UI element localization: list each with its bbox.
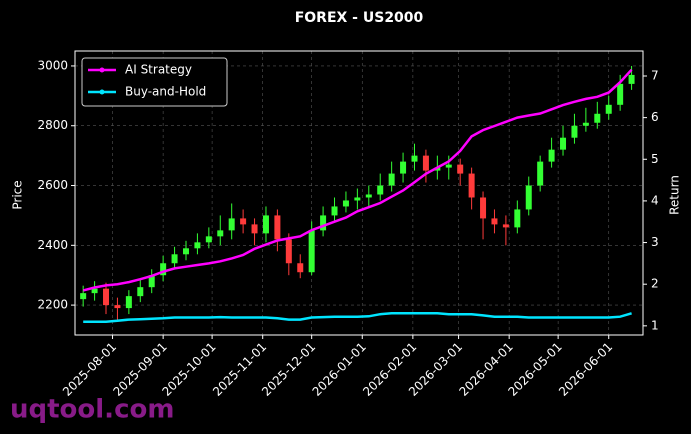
- y2-tick-label: 6: [651, 110, 659, 124]
- candle-body: [514, 209, 521, 228]
- legend-label: AI Strategy: [125, 63, 192, 77]
- chart-title: FOREX - US2000: [295, 10, 424, 26]
- legend-marker: [99, 89, 105, 95]
- candle-body: [217, 230, 224, 237]
- candle-body: [171, 254, 178, 264]
- candle-body: [605, 104, 612, 114]
- legend-marker: [99, 67, 105, 73]
- candle-body: [548, 149, 555, 162]
- candle-body: [594, 113, 601, 123]
- y-tick-label: 2800: [37, 118, 68, 132]
- candle-body: [537, 161, 544, 186]
- candle-body: [342, 200, 349, 207]
- candle-body: [137, 287, 144, 297]
- candle-body: [422, 155, 429, 171]
- candle-body: [160, 263, 167, 276]
- candle-body: [480, 197, 487, 219]
- candle-body: [411, 155, 418, 162]
- candle-body: [228, 218, 235, 231]
- candle-body: [125, 296, 132, 309]
- candle-body: [285, 239, 292, 264]
- y2-tick-label: 2: [651, 277, 659, 291]
- candle-body: [434, 167, 441, 171]
- candle-body: [297, 263, 304, 273]
- candle-body: [114, 305, 121, 309]
- legend-box: [81, 57, 228, 107]
- y-axis-label: Price: [11, 180, 25, 209]
- y2-tick-label: 5: [651, 152, 659, 166]
- candle-body: [445, 164, 452, 168]
- y2-tick-label: 3: [651, 235, 659, 249]
- candle-body: [205, 236, 212, 243]
- candle-body: [377, 185, 384, 195]
- candle-body: [365, 194, 372, 198]
- candle-body: [308, 230, 315, 273]
- candle-body: [491, 218, 498, 225]
- candle-body: [525, 185, 532, 210]
- y2-tick-label: 1: [651, 318, 659, 332]
- candle-body: [240, 218, 247, 225]
- candle-body: [251, 224, 258, 234]
- candle-body: [194, 242, 201, 249]
- candle-body: [457, 164, 464, 174]
- candle-body: [582, 122, 589, 126]
- candle-body: [182, 248, 189, 255]
- candle-body: [571, 125, 578, 138]
- candle-body: [274, 215, 281, 240]
- watermark: uqtool.com: [10, 395, 174, 425]
- candle-body: [354, 197, 361, 201]
- candle-body: [148, 275, 155, 288]
- y2-tick-label: 7: [651, 68, 659, 82]
- legend-label: Buy-and-Hold: [125, 85, 206, 99]
- candle-body: [320, 215, 327, 231]
- candle-body: [262, 215, 269, 234]
- candle-body: [91, 288, 98, 294]
- y-tick-label: 2400: [37, 238, 68, 252]
- candle-body: [103, 288, 110, 306]
- y2-axis-label: Return: [668, 175, 682, 215]
- candle-body: [502, 224, 509, 228]
- candle-body: [468, 173, 475, 198]
- y-tick-label: 2200: [37, 298, 68, 312]
- candle-body: [400, 161, 407, 174]
- candle-body: [617, 83, 624, 105]
- line-series: [83, 312, 632, 323]
- candle-body: [80, 293, 87, 300]
- candle-body: [560, 137, 567, 150]
- candle-body: [628, 74, 635, 84]
- y2-tick-label: 4: [651, 193, 659, 207]
- plot-frame: [74, 50, 644, 336]
- line-series: [82, 68, 633, 292]
- candle-body: [331, 206, 338, 216]
- y-tick-label: 2600: [37, 178, 68, 192]
- y-tick-label: 3000: [37, 58, 68, 72]
- candle-body: [388, 173, 395, 186]
